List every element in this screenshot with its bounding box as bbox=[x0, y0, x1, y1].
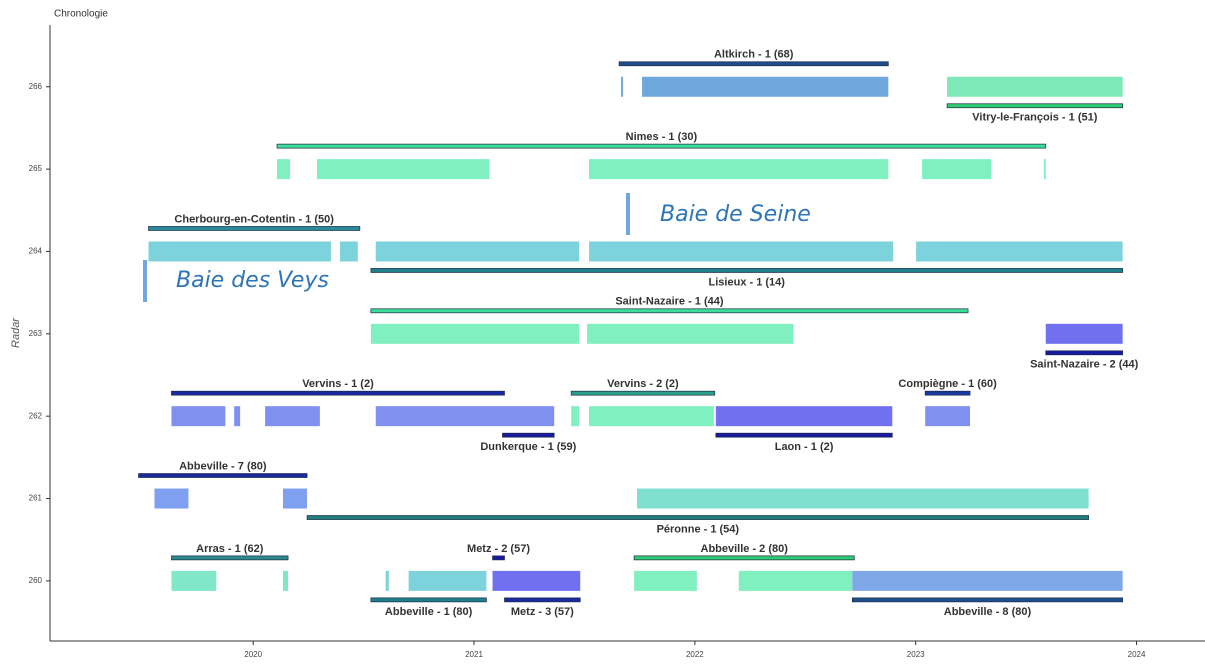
mission-label: Metz - 3 (57) bbox=[511, 606, 574, 618]
activity-segment bbox=[234, 406, 240, 426]
activity-segment bbox=[571, 406, 579, 426]
activity-segment bbox=[916, 241, 1122, 261]
x-tick-label: 2021 bbox=[465, 650, 483, 659]
mission-bar bbox=[619, 62, 888, 66]
mission-bar bbox=[148, 226, 359, 230]
mission-label: Vervins - 1 (2) bbox=[302, 378, 374, 390]
activity-segment bbox=[386, 571, 389, 591]
mission-label: Lisieux - 1 (14) bbox=[709, 276, 786, 288]
mission-label: Abbeville - 8 (80) bbox=[944, 606, 1032, 618]
activity-segment bbox=[376, 241, 579, 261]
annotation: Baie de Seine bbox=[660, 202, 811, 227]
x-tick-label: 2024 bbox=[1128, 650, 1146, 659]
mission-bar bbox=[171, 391, 504, 395]
activity-segment bbox=[637, 489, 1089, 509]
activity-segment bbox=[171, 571, 216, 591]
y-tick-label: 260 bbox=[29, 576, 43, 585]
mission-bar bbox=[1046, 351, 1123, 355]
mission-label: Péronne - 1 (54) bbox=[657, 523, 740, 535]
annotation-bar bbox=[626, 193, 630, 235]
activity-segment bbox=[265, 406, 320, 426]
annotation-bar bbox=[143, 260, 147, 302]
mission-label: Arras - 1 (62) bbox=[196, 543, 264, 555]
mission-label: Altkirch - 1 (68) bbox=[714, 49, 794, 61]
activity-segment bbox=[148, 241, 330, 261]
mission-bar bbox=[371, 309, 968, 313]
activity-segment bbox=[739, 571, 853, 591]
annotation: Baie des Veys bbox=[176, 268, 329, 293]
activity-segment bbox=[1044, 159, 1046, 179]
y-tick-label: 262 bbox=[29, 411, 43, 420]
mission-bar bbox=[925, 391, 970, 395]
mission-bar bbox=[139, 474, 308, 478]
x-tick-label: 2022 bbox=[686, 650, 704, 659]
activity-segment bbox=[371, 324, 579, 344]
activity-segment bbox=[589, 241, 893, 261]
mission-label: Vervins - 2 (2) bbox=[607, 378, 679, 390]
y-tick-label: 263 bbox=[29, 329, 43, 338]
activity-segment bbox=[493, 571, 581, 591]
mission-bar bbox=[504, 598, 580, 602]
y-tick-label: 264 bbox=[29, 247, 43, 256]
activity-segment bbox=[283, 571, 288, 591]
y-axis-label: Radar bbox=[10, 317, 22, 348]
mission-label: Abbeville - 1 (80) bbox=[385, 606, 473, 618]
chart-title: Chronologie bbox=[54, 9, 108, 20]
mission-label: Nimes - 1 (30) bbox=[626, 131, 698, 143]
mission-bar bbox=[716, 433, 892, 437]
x-tick-label: 2023 bbox=[907, 650, 925, 659]
activity-segment bbox=[171, 406, 225, 426]
mission-bar bbox=[852, 598, 1122, 602]
mission-label: Laon - 1 (2) bbox=[775, 441, 834, 453]
mission-label: Compiègne - 1 (60) bbox=[898, 378, 997, 390]
activity-segment bbox=[587, 324, 793, 344]
mission-bar bbox=[571, 391, 715, 395]
y-tick-label: 261 bbox=[29, 494, 43, 503]
y-tick-label: 265 bbox=[29, 164, 43, 173]
mission-bar bbox=[634, 556, 854, 560]
activity-segment bbox=[621, 77, 623, 97]
activity-segment bbox=[642, 77, 888, 97]
mission-label: Vitry-le-François - 1 (51) bbox=[972, 112, 1097, 124]
activity-segment bbox=[376, 406, 554, 426]
activity-segment bbox=[340, 241, 358, 261]
mission-bar bbox=[503, 433, 555, 437]
mission-label: Metz - 2 (57) bbox=[467, 543, 530, 555]
mission-bar bbox=[493, 556, 505, 560]
activity-segment bbox=[317, 159, 489, 179]
mission-bar bbox=[371, 268, 1123, 272]
mission-bar bbox=[171, 556, 288, 560]
activity-segment bbox=[922, 159, 991, 179]
x-tick-label: 2020 bbox=[244, 650, 262, 659]
activity-segment bbox=[283, 489, 307, 509]
mission-bar bbox=[371, 598, 487, 602]
activity-segment bbox=[154, 489, 188, 509]
mission-label: Saint-Nazaire - 2 (44) bbox=[1030, 359, 1139, 371]
mission-label: Saint-Nazaire - 1 (44) bbox=[615, 296, 724, 308]
y-tick-label: 266 bbox=[29, 82, 43, 91]
mission-bar bbox=[277, 144, 1046, 148]
mission-bar bbox=[307, 516, 1089, 520]
activity-segment bbox=[589, 159, 888, 179]
activity-segment bbox=[277, 159, 290, 179]
mission-label: Cherbourg-en-Cotentin - 1 (50) bbox=[174, 213, 334, 225]
activity-segment bbox=[947, 77, 1123, 97]
activity-segment bbox=[925, 406, 970, 426]
chart: Chronologie Radar Baie de Seine Baie des… bbox=[0, 0, 1205, 667]
mission-label: Abbeville - 2 (80) bbox=[701, 543, 789, 555]
activity-segment bbox=[852, 571, 1122, 591]
mission-label: Dunkerque - 1 (59) bbox=[480, 441, 576, 453]
activity-segment bbox=[1046, 324, 1123, 344]
activity-segment bbox=[589, 406, 714, 426]
activity-segment bbox=[409, 571, 487, 591]
mission-label: Abbeville - 7 (80) bbox=[179, 460, 267, 472]
mission-bar bbox=[947, 104, 1123, 108]
activity-segment bbox=[634, 571, 697, 591]
activity-segment bbox=[716, 406, 892, 426]
